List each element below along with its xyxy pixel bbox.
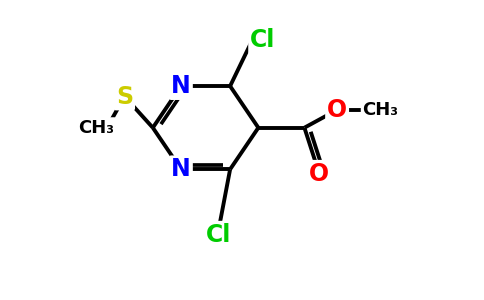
Text: N: N — [171, 157, 191, 181]
Text: O: O — [327, 98, 347, 122]
Text: CH₃: CH₃ — [362, 101, 398, 119]
Text: Cl: Cl — [206, 223, 231, 247]
Text: S: S — [116, 85, 133, 109]
Text: CH₃: CH₃ — [78, 119, 114, 137]
Text: N: N — [171, 74, 191, 98]
Text: Cl: Cl — [250, 28, 275, 52]
Text: O: O — [309, 162, 329, 186]
